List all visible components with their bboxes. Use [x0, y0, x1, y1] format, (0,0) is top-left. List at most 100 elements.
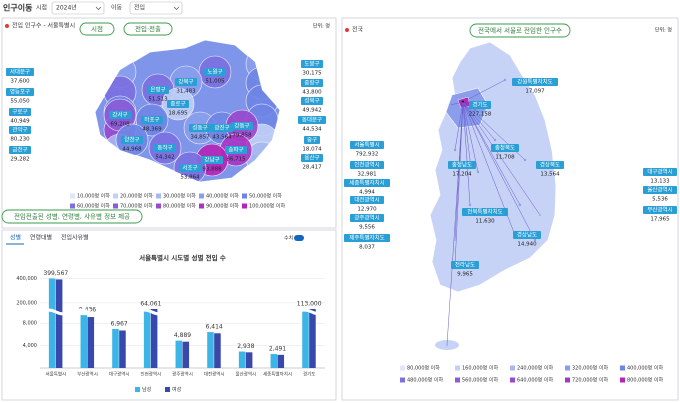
district-name: 은평구 — [150, 87, 165, 94]
region-point — [448, 103, 452, 107]
chart-title: 서울특별시 시도별 성별 전입 수 — [139, 253, 226, 262]
legend-swatch — [565, 365, 570, 371]
region-label-box — [350, 161, 384, 169]
region-point — [503, 78, 507, 82]
legend-label: 480,000명 이하 — [407, 377, 443, 384]
bar — [48, 278, 56, 368]
district-label-box — [189, 124, 211, 132]
district-label-box — [231, 122, 253, 130]
region-value: 17,204 — [452, 172, 472, 178]
flow-arrow — [462, 79, 506, 103]
legend-label: 남성 — [142, 386, 151, 393]
legend-label: 160,000명 이하 — [462, 365, 498, 372]
district-value: 44,968 — [122, 147, 142, 153]
bar — [143, 309, 151, 368]
period-label: 시점 — [36, 5, 47, 12]
flow-arrow — [462, 101, 496, 141]
region-value: 8,037 — [359, 245, 375, 251]
region-label-box — [643, 168, 677, 176]
bar — [238, 351, 246, 368]
x-tick-label: 부산광역시 — [77, 371, 98, 378]
annotation: 시점 — [91, 25, 103, 33]
tab[interactable]: 연령대별 — [30, 234, 52, 242]
region-name: 대구광역시 — [647, 168, 672, 176]
region-value: 5,536 — [652, 197, 668, 203]
district-name: 성북구 — [304, 97, 319, 105]
region-value: 11,708 — [495, 155, 515, 161]
legend-label: 90,000명 이하 — [206, 203, 239, 210]
district-value: 18,695 — [168, 111, 188, 117]
district-label-box — [154, 144, 176, 152]
tab[interactable]: 전입사유별 — [61, 234, 89, 242]
period-value: 2024년 — [56, 4, 77, 12]
legend-label: 30,000명 이하 — [163, 193, 196, 200]
legend-swatch — [400, 377, 405, 383]
legend-label: 800,000명 이하 — [627, 377, 663, 384]
bar — [175, 340, 183, 368]
region-label-box — [462, 208, 508, 216]
district-label-box — [175, 78, 197, 86]
unit: 단위: 명 — [655, 27, 672, 34]
region-value: 792,932 — [356, 152, 379, 158]
dropdown-arrow — [95, 6, 102, 10]
region-name: 제주특별자치도 — [349, 234, 384, 242]
y-tick-label: 200,000 — [16, 300, 37, 306]
flow-arrow — [454, 101, 464, 266]
legend-swatch — [242, 203, 247, 209]
tab[interactable]: 성별 — [10, 234, 21, 242]
region-value: 227,158 — [469, 112, 492, 118]
region-point — [533, 238, 537, 242]
y-tick-label: 400,000 — [16, 276, 37, 282]
district-value: 31,483 — [176, 89, 196, 95]
district-name: 강동구 — [234, 123, 249, 130]
region-value: 4,994 — [359, 190, 375, 196]
x-tick-label: 대구광역시 — [109, 371, 130, 378]
legend-swatch — [620, 365, 625, 371]
district-name: 동작구 — [157, 145, 172, 152]
district-label-box — [179, 164, 201, 172]
region-label-box — [350, 141, 384, 149]
region-name: 강원특별자치도 — [517, 78, 552, 86]
bar — [119, 330, 126, 368]
bar — [309, 309, 316, 368]
legend-swatch — [156, 203, 161, 209]
region-label-box — [491, 144, 519, 152]
region-name: 대전광역시 — [354, 196, 379, 204]
legend-label: 40,000명 이하 — [206, 193, 239, 200]
district-value: 93,888 — [202, 167, 222, 173]
bar — [270, 354, 278, 368]
bar — [112, 328, 119, 368]
bar — [277, 354, 285, 368]
move-select[interactable] — [129, 1, 183, 15]
district-name: 중구 — [307, 137, 317, 144]
legend-label: 560,000명 이하 — [462, 377, 498, 384]
period-select[interactable] — [51, 1, 105, 15]
district-value: 51,513 — [148, 97, 168, 103]
district-value: 30,175 — [302, 71, 322, 77]
region-point — [493, 138, 497, 142]
legend-label: 10,000명 이하 — [77, 193, 110, 200]
legend-swatch — [199, 203, 204, 209]
data-label: 2,938 — [237, 343, 254, 350]
district-name: 동대문구 — [302, 116, 322, 124]
toggle[interactable] — [294, 235, 304, 241]
region-name: 세종특별자치시 — [349, 179, 384, 187]
district-label-box — [9, 126, 31, 134]
district-name: 금천구 — [12, 146, 27, 154]
district-name: 광진구 — [214, 124, 229, 132]
legend-swatch — [455, 365, 460, 371]
district-label-box — [9, 146, 31, 154]
legend-label: 400,000명 이하 — [627, 365, 663, 372]
bar — [80, 315, 88, 368]
district-label-box — [141, 116, 163, 124]
district-name: 노원구 — [207, 68, 222, 76]
district-label-box — [304, 136, 320, 144]
data-label: 6,967 — [111, 320, 128, 327]
district-value: 80,230 — [10, 137, 30, 143]
legend-swatch — [113, 203, 118, 209]
legend-swatch — [565, 377, 570, 383]
region-point — [523, 158, 527, 162]
district-value: 43,564 — [212, 135, 232, 141]
district-name: 강서구 — [112, 111, 127, 119]
district-name: 성동구 — [192, 124, 207, 132]
